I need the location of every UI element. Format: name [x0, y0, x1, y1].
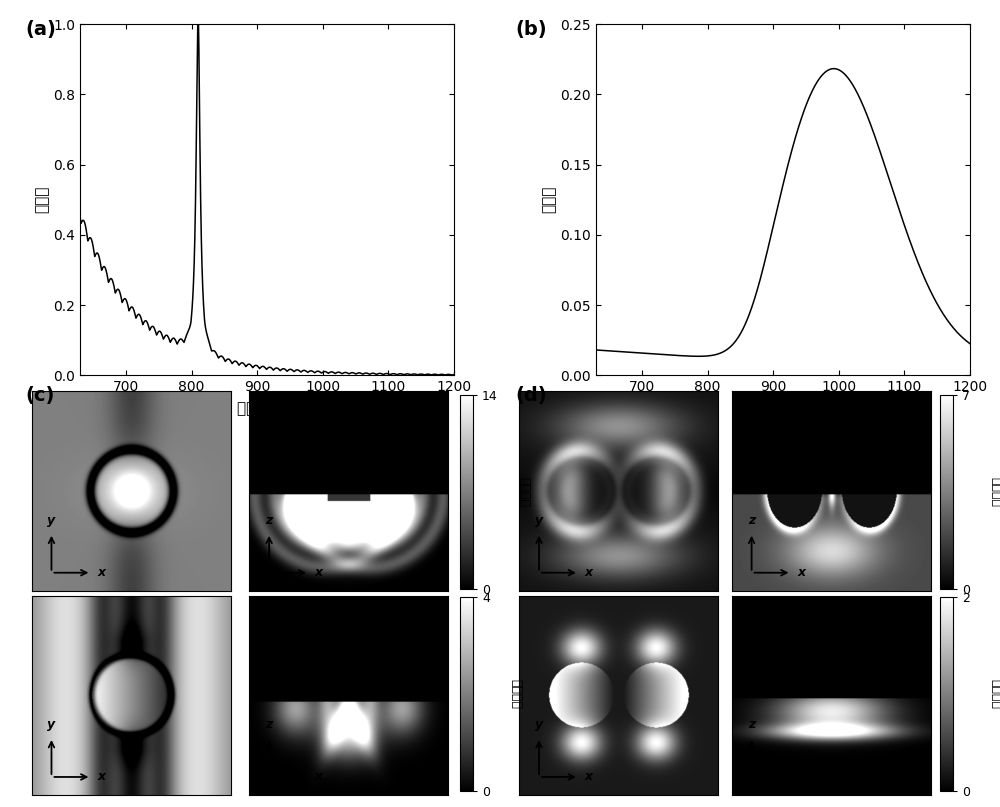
- Text: z: z: [265, 718, 273, 731]
- Y-axis label: 磁场强度: 磁场强度: [989, 679, 1000, 709]
- Text: x: x: [97, 567, 105, 579]
- Text: (c): (c): [25, 386, 54, 405]
- Text: y: y: [535, 514, 543, 527]
- Text: y: y: [47, 718, 56, 731]
- Y-axis label: 吸收率: 吸收率: [541, 186, 556, 213]
- Text: z: z: [748, 718, 755, 731]
- Y-axis label: 吸收率: 吸收率: [34, 186, 49, 213]
- Text: x: x: [797, 771, 806, 784]
- Text: y: y: [47, 514, 56, 527]
- Y-axis label: 电场强度: 电场强度: [989, 477, 1000, 508]
- Y-axis label: 磁场强度: 磁场强度: [509, 679, 522, 709]
- Text: (b): (b): [515, 20, 547, 40]
- X-axis label: 波长 (nm): 波长 (nm): [237, 399, 297, 415]
- Text: x: x: [315, 567, 323, 579]
- Text: z: z: [265, 514, 273, 527]
- Y-axis label: 电场强度: 电场强度: [517, 477, 530, 508]
- Text: x: x: [315, 771, 323, 784]
- Text: x: x: [585, 771, 593, 784]
- Text: y: y: [535, 718, 543, 731]
- Text: (d): (d): [515, 386, 547, 405]
- Text: (a): (a): [25, 20, 56, 40]
- Text: z: z: [748, 514, 755, 527]
- Text: x: x: [585, 567, 593, 579]
- Text: x: x: [97, 771, 105, 784]
- X-axis label: 波长 (nm): 波长 (nm): [753, 399, 813, 415]
- Text: x: x: [797, 567, 806, 579]
